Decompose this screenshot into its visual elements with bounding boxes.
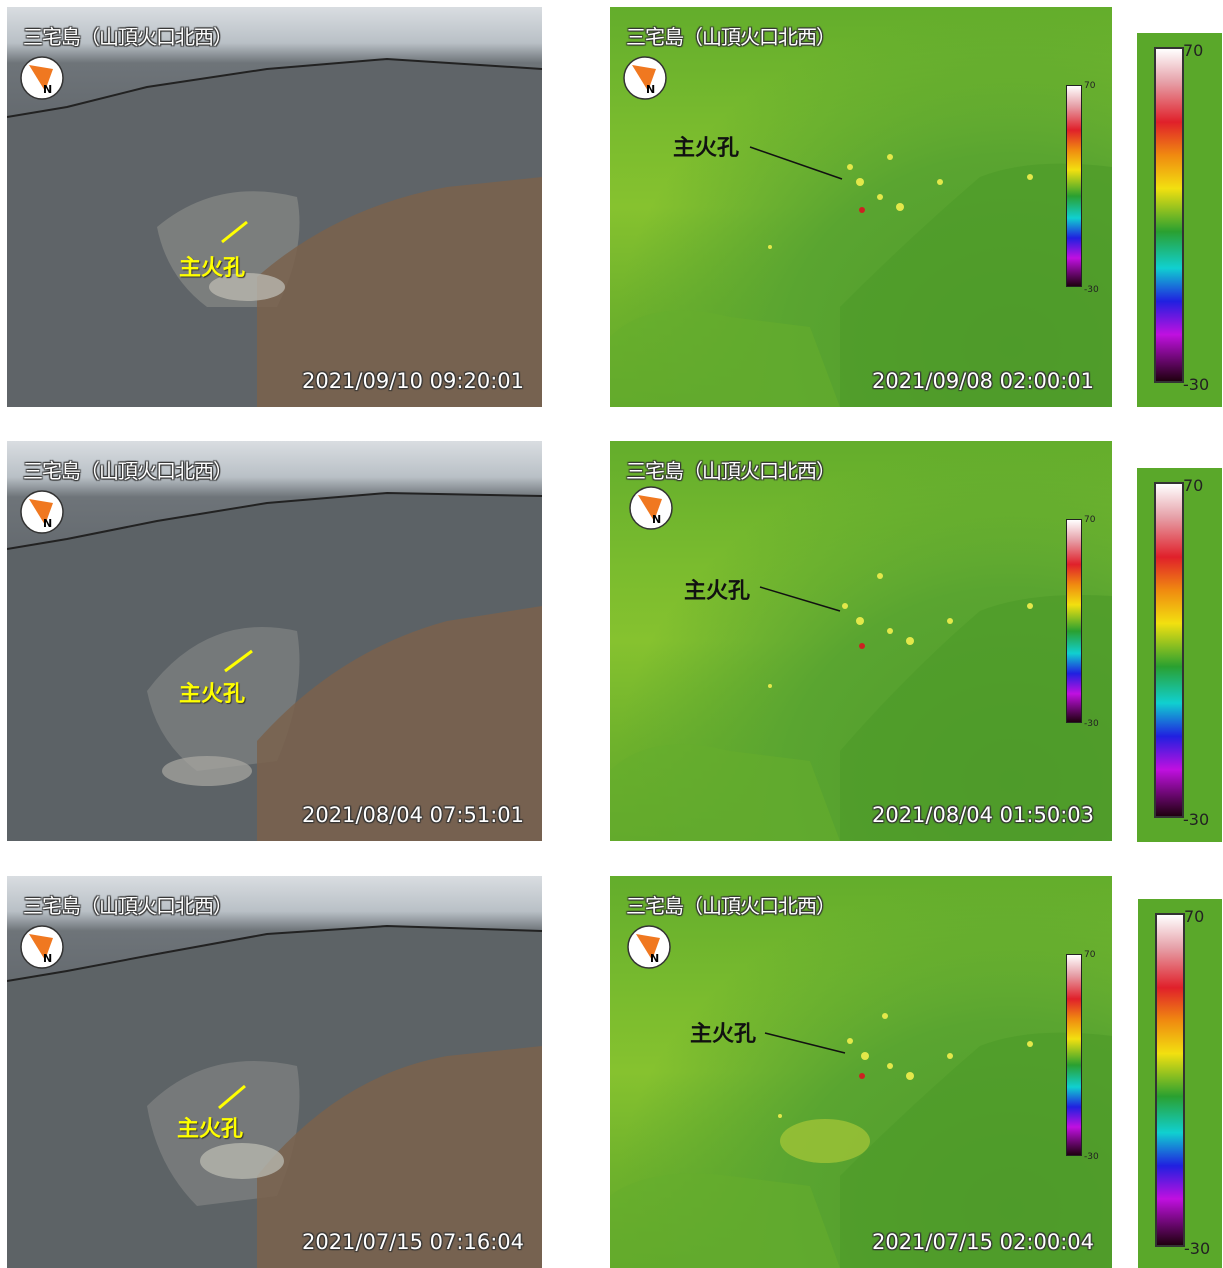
color-scale-gradient — [1154, 47, 1184, 383]
thermal-camera-image-row-3: 三宅島（山頂火口北西） N 主火孔 70 -30 2021/07/15 02:0… — [610, 876, 1112, 1268]
timestamp: 2021/07/15 02:00:04 — [871, 1230, 1094, 1254]
svg-text:N: N — [43, 952, 52, 965]
mini-scale-max: 70 — [1084, 950, 1096, 960]
svg-text:N: N — [646, 83, 655, 96]
main-vent-label: 主火孔 — [684, 579, 751, 604]
compass-icon: N — [629, 486, 673, 530]
compass-icon: N — [623, 56, 667, 100]
main-vent-label: 主火孔 — [673, 136, 740, 161]
crater-scene — [7, 491, 542, 841]
mini-color-scale — [1066, 954, 1082, 1156]
compass-icon: N — [627, 925, 671, 969]
mini-scale-max: 70 — [1084, 81, 1096, 91]
mini-scale-min: -30 — [1084, 1152, 1099, 1162]
mini-scale-min: -30 — [1084, 719, 1099, 729]
compass-icon: N — [20, 56, 64, 100]
main-vent-label: 主火孔 — [179, 682, 246, 707]
main-vent-label: 主火孔 — [177, 1117, 244, 1142]
timestamp: 2021/08/04 01:50:03 — [871, 803, 1094, 827]
mini-color-scale — [1066, 519, 1082, 723]
mini-color-scale — [1066, 85, 1082, 287]
scale-min-label: -30 — [1184, 1239, 1211, 1258]
camera-title: 三宅島（山頂火口北西） — [626, 459, 836, 483]
thermal-scene — [610, 573, 1112, 841]
color-scale-gradient — [1155, 913, 1185, 1247]
crater-scene — [7, 57, 542, 407]
scale-min-label: -30 — [1183, 375, 1210, 394]
timestamp: 2021/07/15 07:16:04 — [301, 1230, 524, 1254]
timestamp: 2021/09/10 09:20:01 — [301, 369, 524, 393]
camera-title: 三宅島（山頂火口北西） — [626, 25, 836, 49]
main-vent-label: 主火孔 — [179, 256, 246, 281]
main-vent-label: 主火孔 — [690, 1022, 757, 1047]
scale-min-label: -30 — [1183, 810, 1210, 829]
timestamp: 2021/09/08 02:00:01 — [871, 369, 1094, 393]
svg-text:N: N — [650, 952, 659, 965]
scale-max-label: 70 — [1183, 41, 1204, 60]
compass-icon: N — [20, 490, 64, 534]
svg-text:N: N — [652, 513, 661, 526]
scale-max-label: 70 — [1183, 476, 1204, 495]
svg-text:N: N — [43, 517, 52, 530]
camera-title: 三宅島（山頂火口北西） — [23, 25, 233, 49]
thermal-scene — [610, 1013, 1112, 1268]
thermal-camera-image-row-1: 三宅島（山頂火口北西） N 主火孔 70 -30 2021/09/08 02:0… — [610, 7, 1112, 407]
compass-icon: N — [20, 925, 64, 969]
color-scale-bar: 70 -30 — [1138, 899, 1222, 1268]
visible-camera-image-row-1: 三宅島（山頂火口北西） N 主火孔 2021/09/10 09:20:01 — [7, 7, 542, 407]
crater-scene — [7, 924, 542, 1268]
thermal-camera-image-row-2: 三宅島（山頂火口北西） N 主火孔 70 -30 2021/08/04 01:5… — [610, 441, 1112, 841]
visible-camera-image-row-3: 三宅島（山頂火口北西） N 主火孔 2021/07/15 07:16:04 — [7, 876, 542, 1268]
mini-scale-min: -30 — [1084, 285, 1099, 295]
color-scale-gradient — [1154, 482, 1184, 818]
visible-camera-image-row-2: 三宅島（山頂火口北西） N 主火孔 2021/08/04 07:51:01 — [7, 441, 542, 841]
camera-title: 三宅島（山頂火口北西） — [626, 894, 836, 918]
timestamp: 2021/08/04 07:51:01 — [301, 803, 524, 827]
thermal-scene — [610, 146, 1112, 407]
color-scale-bar: 70 -30 — [1137, 468, 1222, 842]
camera-title: 三宅島（山頂火口北西） — [23, 459, 233, 483]
svg-text:N: N — [43, 83, 52, 96]
mini-scale-max: 70 — [1084, 515, 1096, 525]
scale-max-label: 70 — [1184, 907, 1205, 926]
camera-title: 三宅島（山頂火口北西） — [23, 894, 233, 918]
color-scale-bar: 70 -30 — [1137, 33, 1222, 407]
